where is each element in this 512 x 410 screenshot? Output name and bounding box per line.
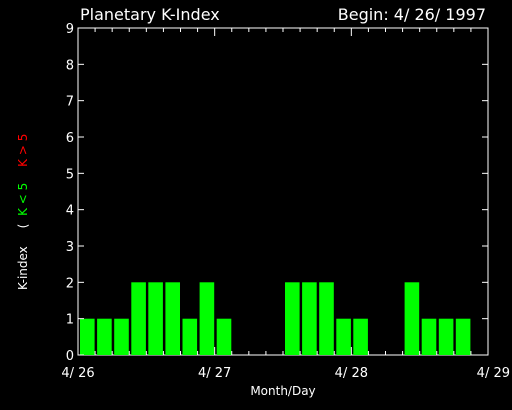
bar-8 — [216, 318, 232, 355]
bar-4 — [148, 282, 163, 355]
y-tick-label-6: 6 — [66, 131, 74, 146]
bar-12 — [285, 282, 300, 355]
y-tick-label-4: 4 — [66, 204, 74, 219]
y-tick-label-1: 1 — [66, 313, 74, 328]
y-tick-label-3: 3 — [66, 240, 74, 255]
y-tick-label-7: 7 — [66, 95, 74, 110]
x-tick-label-1: 4/ 27 — [198, 366, 231, 381]
bar-3 — [131, 282, 146, 355]
bar-16 — [353, 318, 368, 355]
y-label-red: K > 5 — [16, 134, 30, 167]
bars-group — [80, 282, 471, 355]
bar-7 — [199, 282, 215, 355]
y-axis: 0 1 2 3 4 5 6 7 8 9 — [66, 22, 488, 364]
bar-6 — [182, 318, 198, 355]
bar-15 — [336, 318, 351, 355]
begin-date: Begin: 4/ 26/ 1997 — [338, 5, 486, 24]
x-axis: 4/ 26 4/ 27 4/ 28 4/ 29 — [61, 28, 510, 381]
bar-5 — [165, 282, 180, 355]
y-label-open-paren: ( — [16, 224, 30, 229]
bar-22 — [455, 318, 471, 355]
x-axis-label: Month/Day — [250, 384, 315, 398]
bar-13 — [302, 282, 317, 355]
bar-0 — [80, 318, 95, 355]
y-tick-label-8: 8 — [66, 58, 74, 73]
bar-1 — [97, 318, 112, 355]
y-label-green: K < 5 — [16, 183, 30, 216]
y-tick-label-5: 5 — [66, 167, 74, 182]
y-label-prefix: K-index — [16, 246, 30, 290]
y-tick-label-2: 2 — [66, 276, 74, 291]
chart-title: Planetary K-Index — [80, 5, 220, 24]
y-tick-label-9: 9 — [66, 22, 74, 37]
y-tick-label-0: 0 — [66, 349, 74, 364]
bar-20 — [421, 318, 437, 355]
x-tick-label-0: 4/ 26 — [61, 366, 94, 381]
y-axis-label: K-index ( K < 5 K > 5 — [16, 134, 30, 290]
bar-2 — [114, 318, 129, 355]
bar-21 — [438, 318, 454, 355]
bar-19 — [404, 282, 420, 355]
x-tick-label-2: 4/ 28 — [335, 366, 368, 381]
x-tick-label-3: 4/ 29 — [477, 366, 510, 381]
bar-14 — [319, 282, 334, 355]
